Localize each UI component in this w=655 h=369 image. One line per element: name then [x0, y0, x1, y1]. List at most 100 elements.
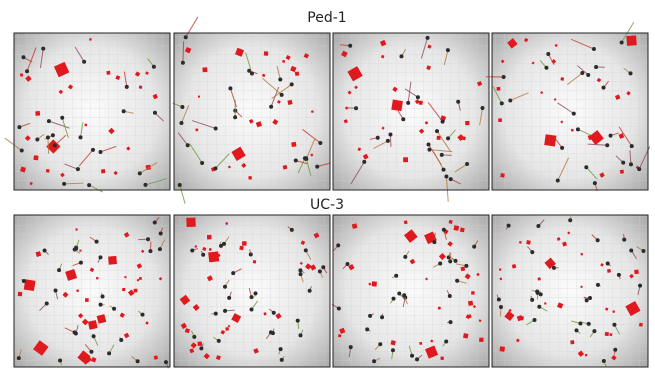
- obstacle: [46, 169, 50, 173]
- agent: [107, 351, 111, 355]
- agent: [318, 269, 322, 273]
- agent: [280, 93, 284, 97]
- agent: [497, 297, 501, 301]
- obstacle: [391, 100, 403, 112]
- agent: [231, 271, 235, 275]
- agent: [213, 166, 217, 170]
- agent: [294, 158, 298, 162]
- agent: [53, 143, 57, 147]
- agent: [214, 126, 218, 130]
- agent: [136, 359, 140, 363]
- panel-grid: [333, 33, 489, 190]
- agent: [290, 82, 294, 86]
- obstacle: [479, 338, 483, 342]
- obstacle: [122, 288, 125, 291]
- agent: [638, 284, 642, 288]
- obstacle: [291, 142, 296, 147]
- agent: [593, 181, 597, 185]
- agent: [82, 60, 86, 64]
- agent: [596, 283, 600, 287]
- agent: [508, 98, 512, 102]
- agent: [43, 249, 47, 253]
- obstacle: [463, 333, 468, 338]
- obstacle: [196, 129, 199, 132]
- obstacle: [634, 269, 639, 274]
- agent: [622, 238, 626, 242]
- agent: [442, 228, 446, 232]
- agent: [304, 248, 308, 252]
- agent: [227, 296, 231, 300]
- row-title: Ped-1: [307, 10, 346, 26]
- obstacle: [89, 38, 92, 41]
- agent: [620, 41, 624, 45]
- agent: [250, 71, 254, 75]
- agent: [539, 292, 543, 296]
- agent: [158, 247, 162, 251]
- obstacle: [460, 228, 465, 233]
- agent: [415, 357, 419, 361]
- agent: [60, 116, 64, 120]
- obstacle: [471, 291, 475, 295]
- obstacle: [108, 256, 117, 265]
- agent: [575, 328, 579, 332]
- agent: [602, 359, 606, 363]
- agent: [455, 279, 459, 283]
- obstacle: [79, 249, 81, 251]
- agent: [20, 149, 24, 153]
- obstacle: [468, 301, 473, 306]
- agent: [279, 347, 283, 351]
- obstacle: [571, 129, 574, 132]
- agent: [537, 305, 541, 309]
- agent: [399, 54, 403, 58]
- agent: [454, 259, 458, 263]
- agent: [233, 115, 237, 119]
- agent: [250, 307, 254, 311]
- agent: [41, 47, 45, 51]
- agent: [556, 179, 560, 183]
- panel: [332, 215, 489, 367]
- agent: [587, 322, 591, 326]
- agent: [45, 301, 49, 305]
- agent: [376, 136, 380, 140]
- agent: [62, 182, 66, 186]
- agent: [190, 248, 194, 252]
- agent: [588, 296, 592, 300]
- agent: [621, 161, 625, 165]
- agent: [448, 259, 452, 263]
- agent: [74, 247, 78, 251]
- agent: [57, 268, 61, 272]
- obstacle: [88, 320, 98, 330]
- agent: [89, 350, 93, 354]
- agent: [299, 272, 303, 276]
- agent: [572, 112, 576, 116]
- agent: [602, 86, 606, 90]
- agent: [594, 65, 598, 69]
- agent: [253, 291, 257, 295]
- agent: [442, 168, 446, 172]
- agent: [79, 135, 83, 139]
- agent: [143, 183, 147, 187]
- agent: [444, 340, 448, 344]
- obstacle: [207, 235, 212, 240]
- agent: [181, 61, 185, 65]
- agent: [392, 297, 396, 301]
- agent: [308, 289, 312, 293]
- agent: [613, 348, 617, 352]
- obstacle: [626, 35, 636, 45]
- obstacle: [580, 253, 583, 256]
- obstacle: [18, 292, 23, 297]
- agent: [592, 47, 596, 51]
- obstacle: [282, 60, 285, 63]
- agent: [280, 358, 284, 362]
- obstacle: [403, 157, 408, 162]
- agent: [446, 48, 450, 52]
- agent: [98, 150, 102, 154]
- agent: [552, 266, 556, 270]
- agent: [530, 298, 534, 302]
- agent: [35, 137, 39, 141]
- agent: [397, 291, 401, 295]
- figure: Ped-1 UC-3: [0, 0, 655, 369]
- agent: [153, 221, 157, 225]
- obstacle: [264, 51, 268, 55]
- agent: [354, 106, 358, 110]
